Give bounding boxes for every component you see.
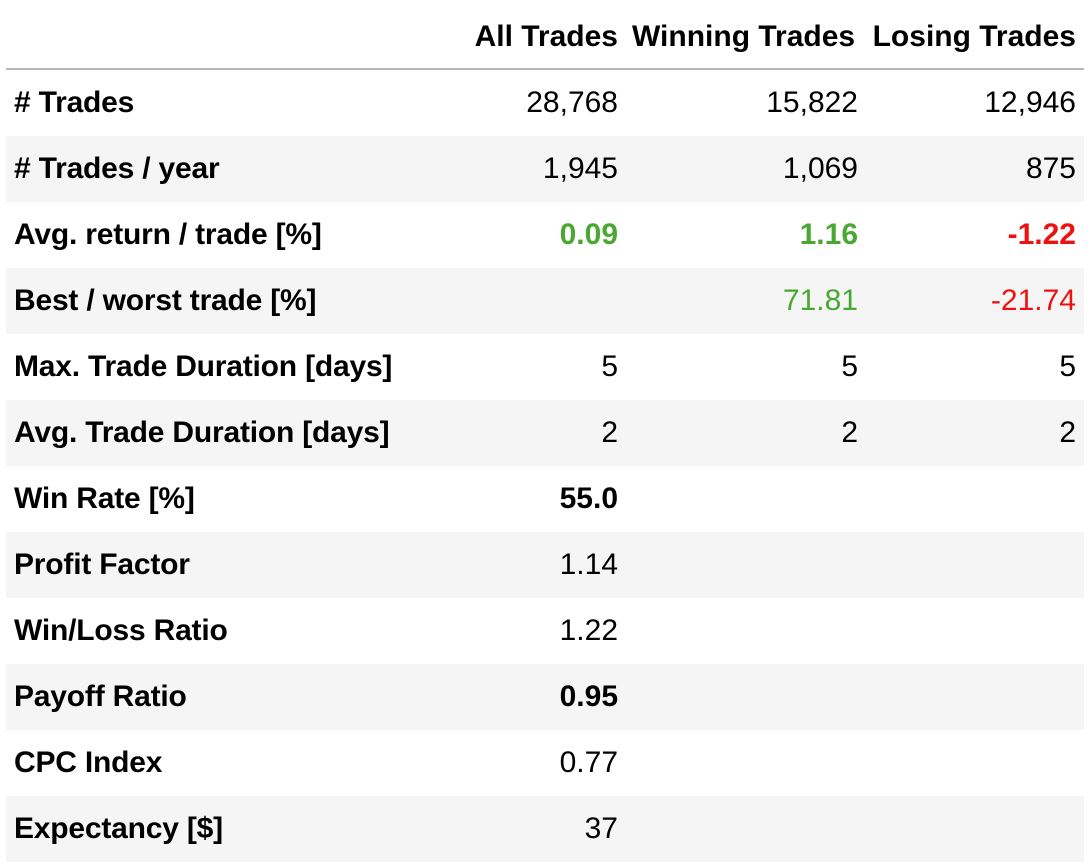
- cell-all-trades-positive: 0.09: [559, 218, 618, 251]
- cell-all-trades: 1,945: [542, 152, 618, 185]
- cell-all-trades: 55.0: [559, 482, 618, 515]
- cell-winning-trades-positive: 1.16: [799, 218, 858, 251]
- table-row: CPC Index 0.77: [6, 730, 1084, 796]
- cell-winning-trades: 2: [841, 416, 858, 449]
- row-label: CPC Index: [14, 746, 163, 779]
- cell-all-trades: 1.22: [559, 614, 618, 647]
- column-header-winning-trades: Winning Trades: [632, 20, 856, 53]
- cell-winning-trades: 1,069: [782, 152, 858, 185]
- cell-all-trades: 0.77: [559, 746, 618, 779]
- row-label: Payoff Ratio: [14, 680, 187, 713]
- table-row: Win Rate [%] 55.0: [6, 466, 1084, 532]
- table-row: Profit Factor 1.14: [6, 532, 1084, 598]
- cell-all-trades: 1.14: [559, 548, 618, 581]
- table-row: Payoff Ratio 0.95: [6, 664, 1084, 730]
- cell-all-trades: 37: [584, 812, 618, 845]
- cell-losing-trades-negative: -21.74: [990, 284, 1076, 317]
- cell-all-trades: 2: [601, 416, 618, 449]
- table-row: Avg. Trade Duration [days] 2 2 2: [6, 400, 1084, 466]
- row-label: Best / worst trade [%]: [14, 284, 317, 317]
- cell-all-trades: 0.95: [559, 680, 618, 713]
- row-label: Expectancy [$]: [14, 812, 223, 845]
- row-label: Max. Trade Duration [days]: [14, 350, 393, 383]
- table-row: Max. Trade Duration [days] 5 5 5: [6, 334, 1084, 400]
- row-label: Win/Loss Ratio: [14, 614, 228, 647]
- cell-losing-trades: 875: [1025, 152, 1076, 185]
- row-label: Avg. Trade Duration [days]: [14, 416, 390, 449]
- table-header: All Trades Winning Trades Losing Trades: [6, 0, 1084, 70]
- table-row: Best / worst trade [%] 71.81 -21.74: [6, 268, 1084, 334]
- row-label: Win Rate [%]: [14, 482, 195, 515]
- cell-winning-trades: 5: [841, 350, 858, 383]
- table-row: Avg. return / trade [%] 0.09 1.16 -1.22: [6, 202, 1084, 268]
- table-row: Win/Loss Ratio 1.22: [6, 598, 1084, 664]
- cell-winning-trades: 15,822: [766, 86, 858, 119]
- cell-losing-trades: 2: [1059, 416, 1076, 449]
- cell-all-trades: 5: [601, 350, 618, 383]
- row-label: Profit Factor: [14, 548, 190, 581]
- cell-winning-trades-positive: 71.81: [782, 284, 858, 317]
- table-row: # Trades / year 1,945 1,069 875: [6, 136, 1084, 202]
- column-header-all-trades: All Trades: [474, 20, 618, 53]
- row-label: # Trades: [14, 86, 135, 119]
- trade-stats-table: All Trades Winning Trades Losing Trades …: [6, 0, 1084, 862]
- row-label: # Trades / year: [14, 152, 220, 185]
- cell-losing-trades-negative: -1.22: [1007, 218, 1076, 251]
- column-header-losing-trades: Losing Trades: [872, 20, 1076, 53]
- row-label: Avg. return / trade [%]: [14, 218, 322, 251]
- cell-losing-trades: 12,946: [984, 86, 1076, 119]
- table-row: Expectancy [$] 37: [6, 796, 1084, 862]
- cell-losing-trades: 5: [1059, 350, 1076, 383]
- table-row: # Trades 28,768 15,822 12,946: [6, 70, 1084, 136]
- cell-all-trades: 28,768: [526, 86, 618, 119]
